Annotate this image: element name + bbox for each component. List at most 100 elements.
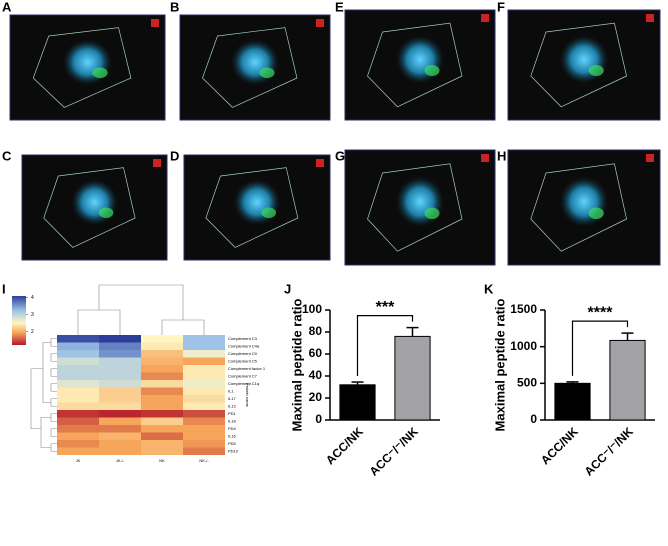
cell-nucleus (233, 179, 281, 226)
panel-label: I (2, 281, 6, 296)
y-tick-label: 1500 (510, 302, 537, 316)
dendrogram (161, 319, 205, 335)
heatmap-cell (57, 432, 99, 440)
heatmap-cell (99, 380, 141, 388)
panel-label: A (2, 0, 12, 14)
heatmap-cell (99, 410, 141, 418)
heatmap-cell (57, 365, 99, 373)
bounding-box (205, 167, 299, 248)
colorbar-label: 2 (31, 329, 34, 335)
heatmap-cell (183, 372, 225, 380)
heatmap-cell (141, 417, 183, 425)
heatmap-cell (99, 447, 141, 455)
bounding-box (202, 27, 298, 108)
heatmap-cell (141, 447, 183, 455)
dendrogram (50, 353, 57, 362)
row-label: Complement C5 (228, 358, 258, 363)
heatmap-cell (57, 440, 99, 448)
green-signal (92, 67, 108, 78)
dendrogram (50, 428, 57, 437)
row-label: Complement C9 (228, 351, 258, 356)
green-signal (261, 207, 276, 218)
heatmap-cell (183, 440, 225, 448)
row-label: Complement C3 (228, 336, 258, 341)
bounding-box (367, 22, 463, 108)
y-tick-label: 0 (315, 412, 322, 426)
heatmap-cell (141, 350, 183, 358)
heatmap-cell (141, 365, 183, 373)
heatmap-cell (183, 402, 225, 410)
heatmap-cell (183, 357, 225, 365)
axis-gizmo (481, 154, 489, 162)
y-tick-label: 1000 (510, 339, 537, 353)
heatmap-cell (99, 402, 141, 410)
heatmap-cell (141, 380, 183, 388)
column-label: JK (76, 458, 81, 463)
colorbar-label: 3 (31, 312, 34, 318)
bounding-box (530, 22, 627, 108)
bar (394, 335, 431, 421)
significance-annotation: **** (588, 304, 614, 321)
heatmap-cell (57, 417, 99, 425)
heatmap-cell (57, 447, 99, 455)
dendrogram (77, 309, 121, 335)
heatmap-cell (183, 447, 225, 455)
y-tick-label: 500 (517, 376, 537, 390)
row-label: Complement C4a (228, 343, 260, 348)
heatmap-cell (99, 387, 141, 395)
y-tick-label: 40 (309, 368, 323, 382)
green-signal (588, 65, 604, 76)
column-label: NK-/- (199, 458, 209, 463)
x-tick-label: ACC/NK (538, 424, 581, 467)
panel-label: C (2, 148, 12, 163)
green-signal (588, 207, 604, 219)
colorbar-label: 4 (31, 295, 34, 301)
x-tick-label: ACC⁻/⁻/NK (582, 424, 636, 478)
heatmap-cell (183, 425, 225, 433)
column-label: NK (159, 458, 165, 463)
heatmap-cell (141, 432, 183, 440)
dendrogram (40, 417, 51, 448)
bounding-box (367, 163, 463, 252)
heatmap-cell (141, 425, 183, 433)
bounding-box (530, 163, 627, 252)
heatmap-cell (141, 357, 183, 365)
heatmap-cell (141, 335, 183, 343)
y-axis-title: Maximal peptide ratio (492, 298, 507, 431)
x-tick-label: ACC/NK (323, 424, 366, 467)
cell-nucleus (559, 35, 609, 84)
heatmap-cell (57, 372, 99, 380)
heatmap-cell (57, 350, 99, 358)
x-tick-label: ACC⁻/⁻/NK (367, 424, 421, 478)
y-tick-label: 20 (309, 390, 323, 404)
panel-label: B (170, 0, 179, 14)
y-tick-label: 60 (309, 346, 323, 360)
heatmap-cell (57, 357, 99, 365)
significance-annotation: *** (376, 299, 395, 316)
row-label: Complement C1q (228, 381, 259, 386)
bounding-box (43, 167, 136, 248)
heatmap-cell (99, 365, 141, 373)
dendrogram (50, 383, 57, 392)
panel-label: D (170, 148, 179, 163)
row-label: Complement C7 (228, 373, 258, 378)
heatmap-cell (183, 387, 225, 395)
heatmap-cell (141, 402, 183, 410)
heatmap-cell (99, 335, 141, 343)
heatmap-cell (57, 335, 99, 343)
heatmap-cell (141, 372, 183, 380)
y-tick-label: 0 (530, 412, 537, 426)
heatmap-cell (57, 425, 99, 433)
y-tick-label: 100 (302, 302, 322, 316)
cell-nucleus (396, 35, 444, 84)
row-label: PD5 (228, 441, 237, 446)
heatmap-cell (57, 395, 99, 403)
heatmap-cell (99, 342, 141, 350)
axis-gizmo (316, 19, 324, 27)
cell-nucleus (559, 176, 609, 228)
cell-nucleus (71, 179, 118, 226)
cell-nucleus (396, 176, 444, 228)
dendrogram (30, 368, 43, 430)
row-label: IL17 (228, 396, 237, 401)
heatmap-cell (141, 395, 183, 403)
